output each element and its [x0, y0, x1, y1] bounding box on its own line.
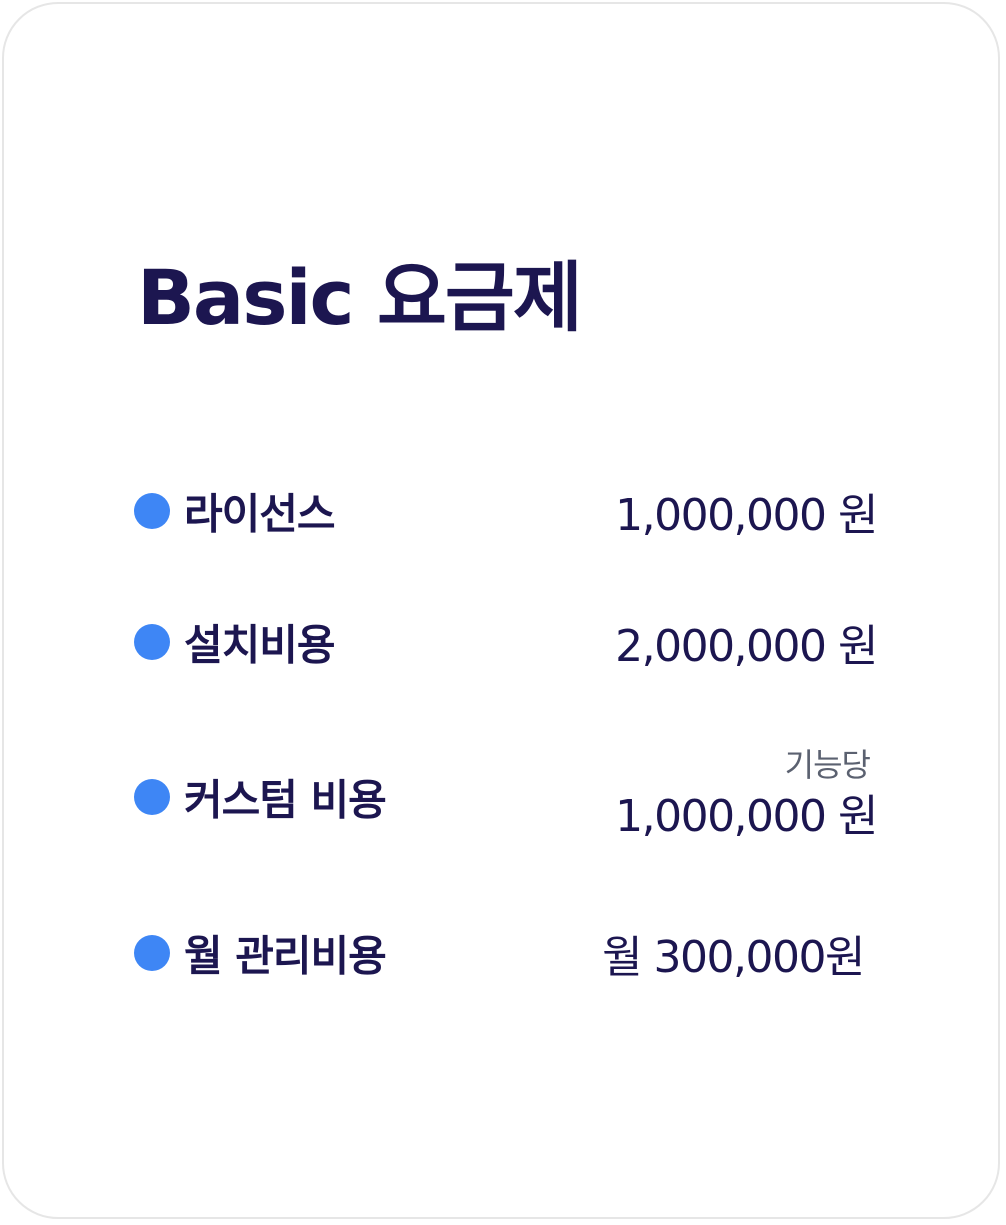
per-feature-note: 기능당	[784, 746, 871, 784]
bullet-dot-icon	[134, 935, 170, 971]
plan-title: Basic 요금제	[137, 253, 583, 342]
pricing-label: 라이선스	[184, 489, 336, 539]
pricing-label: 월 관리비용	[184, 931, 387, 981]
pricing-row-installation: 설치비용 2,000,000 원	[134, 607, 878, 677]
pricing-row-license: 라이선스 1,000,000 원	[134, 476, 878, 546]
bullet-dot-icon	[134, 779, 170, 815]
pricing-value: 1,000,000 원	[615, 490, 878, 541]
pricing-label: 커스텀 비용	[184, 775, 387, 825]
bullet-dot-icon	[134, 624, 170, 660]
pricing-label: 설치비용	[184, 620, 336, 670]
pricing-row-custom: 커스텀 비용 1,000,000 원	[134, 762, 878, 842]
bullet-dot-icon	[134, 493, 170, 529]
pricing-value: 1,000,000 원	[615, 791, 878, 842]
pricing-value: 월 300,000원	[602, 932, 865, 983]
pricing-value: 2,000,000 원	[615, 621, 878, 672]
pricing-row-maintenance: 월 관리비용 월 300,000원	[134, 918, 877, 988]
